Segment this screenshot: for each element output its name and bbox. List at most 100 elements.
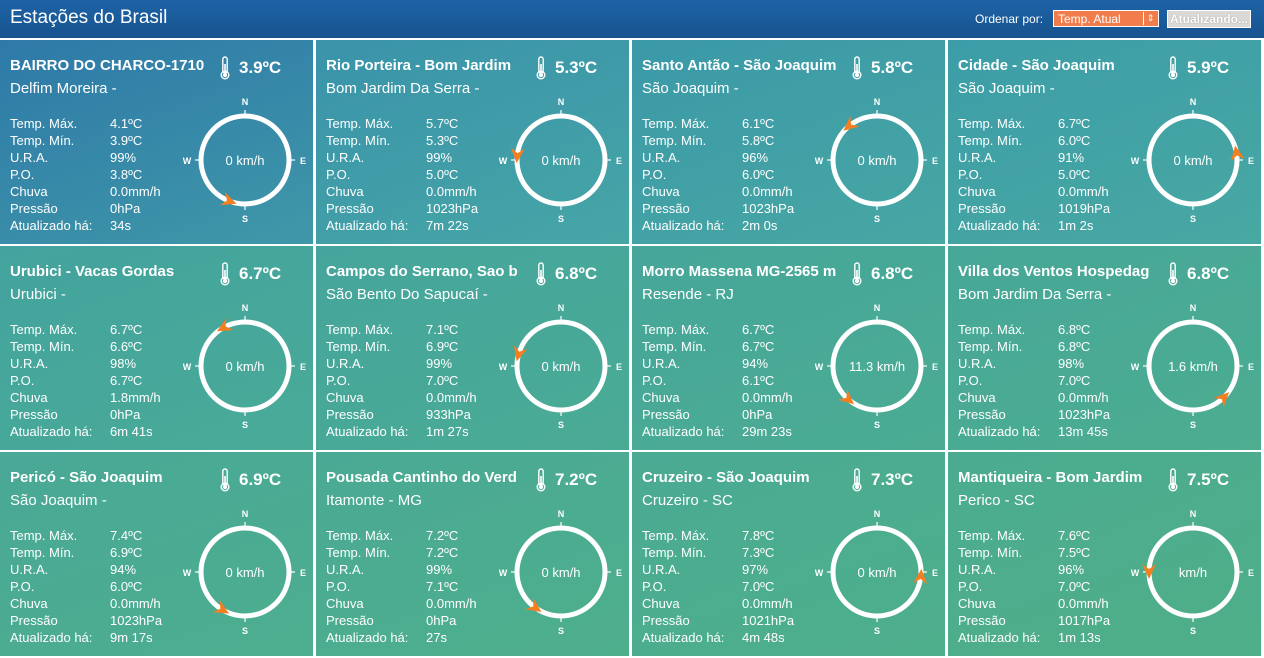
stat-value-ura: 99% xyxy=(110,150,137,165)
stat-row-max: Temp. Máx. 4.1ºC xyxy=(10,115,161,132)
stat-label-max: Temp. Máx. xyxy=(642,322,710,337)
compass-letter-n: N xyxy=(1190,510,1197,519)
stat-value-updated: 4m 48s xyxy=(742,630,785,645)
stat-value-pressure: 1021hPa xyxy=(742,613,795,628)
stat-value-ura: 97% xyxy=(742,562,769,577)
station-card[interactable]: Campos do Serrano, Sao b 6.8ºC São Bento D… xyxy=(316,246,629,450)
compass-letter-e: E xyxy=(932,156,938,166)
wind-compass: N S W E 0 km/h xyxy=(183,98,306,222)
stat-row-pressure: Pressão 0hPa xyxy=(10,200,161,217)
stat-value-min: 6.7ºC xyxy=(742,339,775,354)
station-stats: Temp. Máx. 6.7ºC Temp. Mín. 6.0ºC U.R.A. 91% P… xyxy=(958,115,1110,234)
stat-row-po: P.O. 6.1ºC xyxy=(642,372,793,389)
stat-row-updated: Atualizado há: 9m 17s xyxy=(10,629,162,646)
stat-value-updated: 1m 13s xyxy=(1058,630,1101,645)
stat-value-ura: 96% xyxy=(1058,562,1085,577)
stat-row-po: P.O. 6.7ºC xyxy=(10,372,161,389)
stat-value-updated: 13m 45s xyxy=(1058,424,1108,439)
station-card[interactable]: Cidade - São Joaquim 5.9ºC São Joaquim - Te… xyxy=(948,40,1261,244)
compass-letter-e: E xyxy=(300,568,306,578)
stat-label-pressure: Pressão xyxy=(10,201,58,216)
compass-ring xyxy=(514,319,608,413)
wind-speed: 0 km/h xyxy=(857,153,896,168)
thermometer-icon xyxy=(536,56,546,80)
stat-row-ura: U.R.A. 99% xyxy=(326,355,477,372)
stat-row-updated: Atualizado há: 1m 2s xyxy=(958,217,1110,234)
stat-label-min: Temp. Mín. xyxy=(10,545,75,560)
station-card[interactable]: Mantiqueira - Bom Jardim 7.5ºC Perico - SC… xyxy=(948,452,1261,656)
stat-value-max: 4.1ºC xyxy=(110,116,143,131)
stat-label-max: Temp. Máx. xyxy=(10,528,78,543)
current-temperature: 5.9ºC xyxy=(1187,58,1230,77)
station-location: São Joaquim - xyxy=(958,80,1055,97)
stat-row-max: Temp. Máx. 5.7ºC xyxy=(326,115,478,132)
stat-label-rain: Chuva xyxy=(326,390,364,405)
station-card[interactable]: Pousada Cantinho do Verd 7.2ºC Itamonte - … xyxy=(316,452,629,656)
stat-value-po: 6.7ºC xyxy=(110,373,143,388)
compass-ring xyxy=(198,113,292,207)
stat-row-po: P.O. 5.0ºC xyxy=(326,166,478,183)
station-card[interactable]: Cruzeiro - São Joaquim 7.3ºC Cruzeiro - SC… xyxy=(632,452,945,656)
station-card[interactable]: Rio Porteira - Bom Jardim 5.3ºC Bom Jardim… xyxy=(316,40,629,244)
stat-row-po: P.O. 3.8ºC xyxy=(10,166,161,183)
compass-letter-e: E xyxy=(932,568,938,578)
stat-value-min: 7.3ºC xyxy=(742,545,775,560)
stat-row-max: Temp. Máx. 6.7ºC xyxy=(10,321,161,338)
station-location: Urubici - xyxy=(10,286,66,303)
station-name: Pousada Cantinho do Verd xyxy=(326,469,517,486)
sort-select[interactable]: Temp. Atual ⇕ xyxy=(1053,10,1159,27)
station-card[interactable]: Pericó - São Joaquim 6.9ºC São Joaquim - Te… xyxy=(0,452,313,656)
wind-speed: 0 km/h xyxy=(1173,153,1212,168)
stat-label-min: Temp. Mín. xyxy=(326,339,391,354)
stat-value-pressure: 1017hPa xyxy=(1058,613,1111,628)
stat-label-max: Temp. Máx. xyxy=(958,528,1026,543)
stat-value-max: 7.6ºC xyxy=(1058,528,1091,543)
stat-row-rain: Chuva 0.0mm/h xyxy=(10,183,161,200)
stat-label-rain: Chuva xyxy=(642,596,680,611)
stat-label-updated: Atualizado há: xyxy=(642,218,725,233)
stat-value-pressure: 1023hPa xyxy=(742,201,795,216)
station-name: Rio Porteira - Bom Jardim xyxy=(326,57,512,74)
stat-label-min: Temp. Mín. xyxy=(958,133,1023,148)
station-stats: Temp. Máx. 7.8ºC Temp. Mín. 7.3ºC U.R.A. 97% P… xyxy=(642,527,794,646)
stat-value-min: 6.9ºC xyxy=(426,339,459,354)
wind-compass: N S W E 0 km/h xyxy=(183,510,306,634)
station-name: Urubici - Vacas Gordas xyxy=(10,263,175,280)
wind-compass: N S W E 11.3 km/h xyxy=(815,304,938,428)
stat-value-rain: 0.0mm/h xyxy=(110,596,161,611)
stat-label-rain: Chuva xyxy=(958,390,996,405)
station-location: São Joaquim - xyxy=(10,492,107,509)
stat-label-max: Temp. Máx. xyxy=(10,322,78,337)
stat-row-updated: Atualizado há: 1m 27s xyxy=(326,423,477,440)
stat-label-po: P.O. xyxy=(326,579,351,594)
stat-value-max: 6.1ºC xyxy=(742,116,775,131)
compass-letter-n: N xyxy=(1190,304,1197,313)
station-card[interactable]: Urubici - Vacas Gordas 6.7ºC Urubici - Temp… xyxy=(0,246,313,450)
station-stats: Temp. Máx. 7.6ºC Temp. Mín. 7.5ºC U.R.A. 96% P… xyxy=(958,527,1110,646)
wind-compass: N S W Ekm/h xyxy=(1131,510,1254,634)
station-card[interactable]: Santo Antão - São Joaquim 5.8ºC São Joaqui… xyxy=(632,40,945,244)
stat-label-ura: U.R.A. xyxy=(642,150,681,165)
update-button[interactable]: Atualizando... xyxy=(1167,10,1251,28)
station-card[interactable]: BAIRRO DO CHARCO-1710 3.9ºC Delfim Moreira… xyxy=(0,40,313,244)
station-card[interactable]: Villa dos Ventos Hospedag 6.8ºC Bom Jardim… xyxy=(948,246,1261,450)
stat-row-min: Temp. Mín. 6.0ºC xyxy=(958,132,1110,149)
stat-value-rain: 0.0mm/h xyxy=(742,390,793,405)
station-name: Pericó - São Joaquim xyxy=(10,469,163,486)
stat-label-po: P.O. xyxy=(642,373,667,388)
stat-row-pressure: Pressão 1019hPa xyxy=(958,200,1110,217)
stations-grid: BAIRRO DO CHARCO-1710 3.9ºC Delfim Moreira… xyxy=(0,40,1264,658)
stat-row-po: P.O. 7.0ºC xyxy=(326,372,477,389)
stat-value-po: 7.0ºC xyxy=(1058,579,1091,594)
stat-value-max: 6.8ºC xyxy=(1058,322,1091,337)
stat-value-max: 6.7ºC xyxy=(1058,116,1091,131)
stat-label-ura: U.R.A. xyxy=(642,356,681,371)
compass-letter-w: W xyxy=(1131,156,1140,166)
compass-letter-w: W xyxy=(499,568,508,578)
station-card[interactable]: Morro Massena MG-2565 m 6.8ºC Resende - RJ… xyxy=(632,246,945,450)
station-location: Perico - SC xyxy=(958,492,1035,509)
compass-letter-w: W xyxy=(183,362,192,372)
stat-value-rain: 0.0mm/h xyxy=(742,184,793,199)
stat-label-updated: Atualizado há: xyxy=(10,218,93,233)
compass-letter-e: E xyxy=(1248,362,1254,372)
